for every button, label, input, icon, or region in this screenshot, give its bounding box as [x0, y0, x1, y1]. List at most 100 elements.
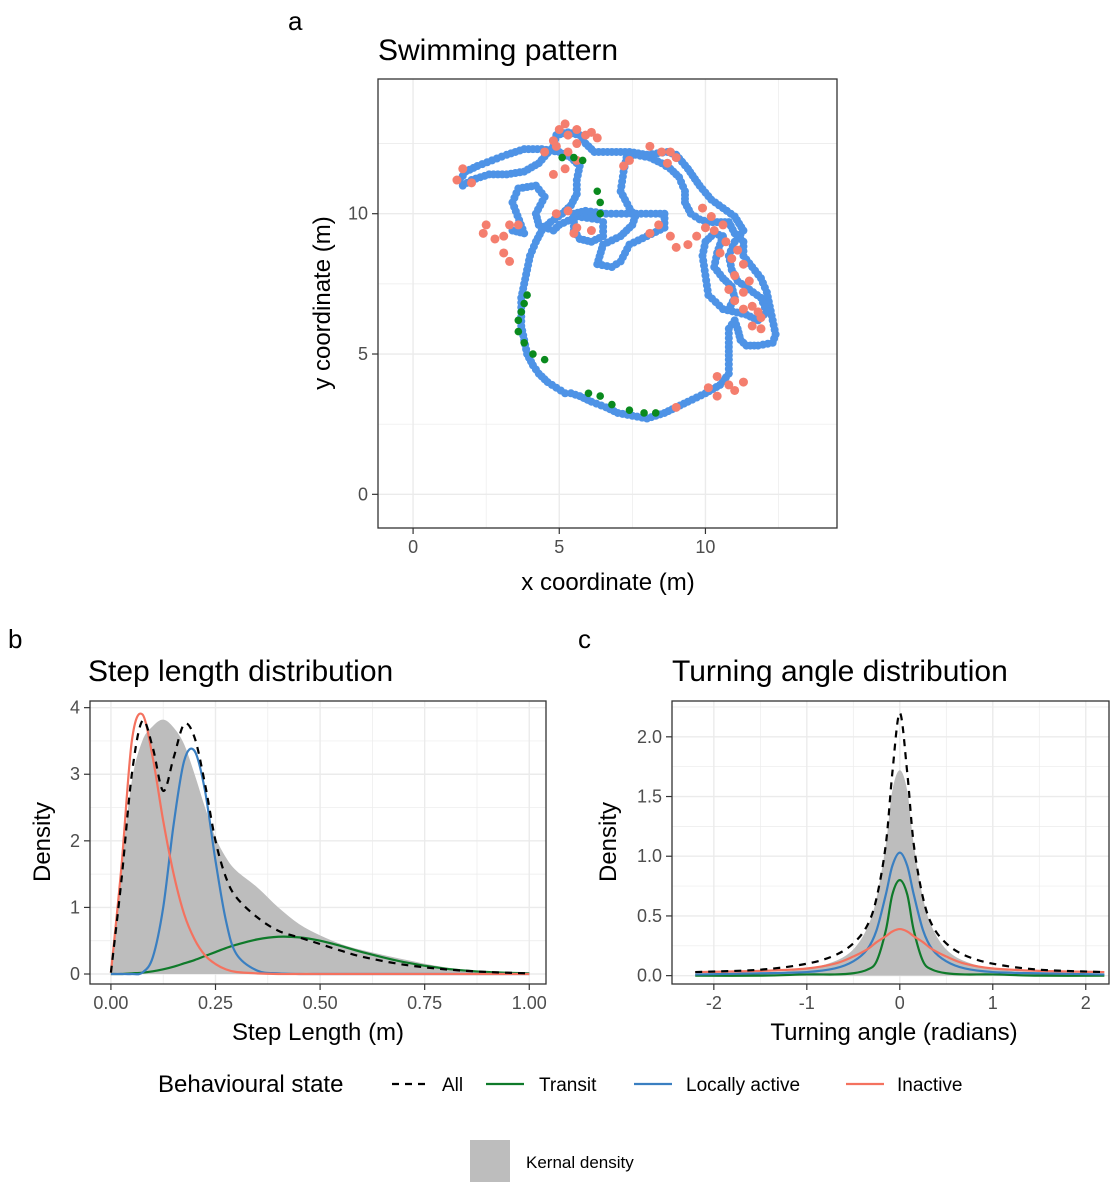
panel-a-x-axis-title: x coordinate (m) [521, 569, 694, 596]
track-point-inactive [730, 385, 740, 395]
track-point-inactive [654, 220, 664, 230]
c-y-tick-label: 0.0 [637, 966, 662, 986]
track-point-inactive [692, 231, 702, 241]
legend-label-locally-active: Locally active [686, 1075, 800, 1096]
track-point-inactive [560, 164, 570, 174]
track-point-transit [514, 316, 523, 325]
track-point-transit [529, 350, 537, 358]
track-point-locally-active [724, 305, 733, 314]
track-point-transit [596, 392, 604, 400]
b-x-tick-label: 0.50 [303, 993, 338, 1013]
track-point-inactive [730, 296, 740, 306]
track-point-transit [540, 355, 549, 364]
b-line-transit [110, 935, 530, 976]
a-x-tick-label: 5 [554, 537, 564, 557]
track-point-inactive [671, 402, 681, 412]
track-point-inactive [572, 139, 582, 149]
panel-c-title: Turning angle distribution [672, 655, 1008, 688]
panel-c-density-lines [695, 711, 1105, 977]
b-kernel-density-area [110, 719, 530, 975]
panel-b-y-axis-title: Density [29, 802, 56, 882]
track-point-inactive [683, 240, 693, 250]
panel-a-ticks: 0 5 10 0 5 10 [348, 204, 715, 557]
legend: Behavioural state All Transit Locally ac… [158, 1071, 962, 1182]
track-point-inactive [727, 254, 737, 264]
track-point-inactive [744, 276, 754, 286]
a-y-tick-label: 10 [348, 204, 368, 224]
track-point-inactive [721, 237, 731, 247]
a-x-tick-label: 10 [695, 537, 715, 557]
track-point-transit [651, 409, 660, 417]
panel-a-title: Swimming pattern [378, 34, 618, 67]
track-point-inactive [747, 301, 757, 311]
panel-b-x-axis-title: Step Length (m) [232, 1019, 404, 1046]
track-point-inactive [703, 383, 713, 393]
track-point-inactive [738, 377, 748, 387]
panel-c-y-axis-title: Density [595, 802, 622, 882]
c-y-tick-label: 0.5 [637, 906, 662, 926]
track-point-inactive [706, 212, 716, 222]
track-point-inactive [747, 321, 757, 331]
track-point-inactive [733, 245, 743, 255]
track-point-inactive [753, 307, 763, 317]
a-x-tick-label: 0 [408, 537, 418, 557]
panel-c-ticks: -2 -1 0 1 2 0.0 0.5 1.0 1.5 2.0 [637, 727, 1091, 1013]
b-y-tick-label: 0 [70, 964, 80, 984]
legend-label-all: All [442, 1075, 463, 1096]
legend-item-kernel-density: Kernal density [470, 1140, 634, 1182]
track-point-transit [520, 299, 528, 308]
track-point-transit [608, 400, 616, 409]
track-point-inactive [563, 206, 573, 216]
legend-key-kernel-density [470, 1140, 510, 1182]
track-point-inactive [738, 259, 748, 269]
panel-b-ticks: 0.00 0.25 0.50 0.75 1.00 0 1 2 3 4 [70, 698, 547, 1013]
track-point-inactive [724, 380, 734, 390]
panel-a-y-axis-title: y coordinate (m) [309, 216, 336, 389]
c-line-inactive [695, 927, 1105, 974]
panel-c-x-axis-title: Turning angle (radians) [770, 1019, 1017, 1046]
track-point-transit [578, 156, 587, 165]
legend-item-all: All [392, 1075, 463, 1096]
c-x-tick-label: -2 [706, 993, 722, 1013]
track-point-inactive [718, 220, 728, 230]
c-x-tick-label: 1 [988, 993, 998, 1013]
track-point-inactive [505, 220, 515, 230]
track-point-transit [570, 153, 578, 162]
legend-label-kernel-density: Kernal density [526, 1153, 634, 1172]
c-x-tick-label: 0 [895, 993, 905, 1013]
track-point-inactive [481, 220, 491, 230]
track-point-inactive [671, 153, 681, 163]
c-y-tick-label: 1.5 [637, 787, 662, 807]
legend-label-transit: Transit [539, 1075, 597, 1096]
c-line-locally-active [695, 851, 1105, 976]
track-point-inactive [756, 324, 766, 334]
track-point-inactive [458, 164, 468, 174]
track-point-inactive [551, 209, 561, 219]
b-y-tick-label: 4 [70, 698, 80, 718]
legend-label-inactive: Inactive [897, 1075, 962, 1096]
b-line-inactive [109, 712, 530, 976]
track-point-inactive [505, 256, 515, 266]
legend-item-inactive: Inactive [846, 1075, 962, 1096]
track-point-inactive [560, 119, 570, 129]
track-point-inactive [698, 203, 708, 213]
track-point-transit [514, 327, 523, 336]
panel-b-title: Step length distribution [88, 655, 393, 688]
track-point-inactive [671, 242, 681, 252]
track-point-inactive [738, 287, 748, 297]
panel-b-kernel-density [110, 719, 530, 975]
track-point-inactive [563, 130, 573, 140]
track-point-inactive [548, 169, 558, 179]
track-point-inactive [540, 147, 550, 157]
track-point-inactive [467, 178, 477, 188]
c-y-tick-label: 2.0 [637, 727, 662, 747]
panel-b-step-length: b Step length distribution 0.00 0.25 0.50 0… [8, 624, 547, 1046]
track-point-inactive [490, 234, 500, 244]
track-point-inactive [452, 175, 462, 185]
track-point-inactive [554, 125, 564, 135]
b-x-tick-label: 0.25 [198, 993, 233, 1013]
track-point-inactive [499, 231, 509, 241]
c-line-transit [695, 879, 1105, 977]
b-x-tick-label: 1.00 [512, 993, 547, 1013]
